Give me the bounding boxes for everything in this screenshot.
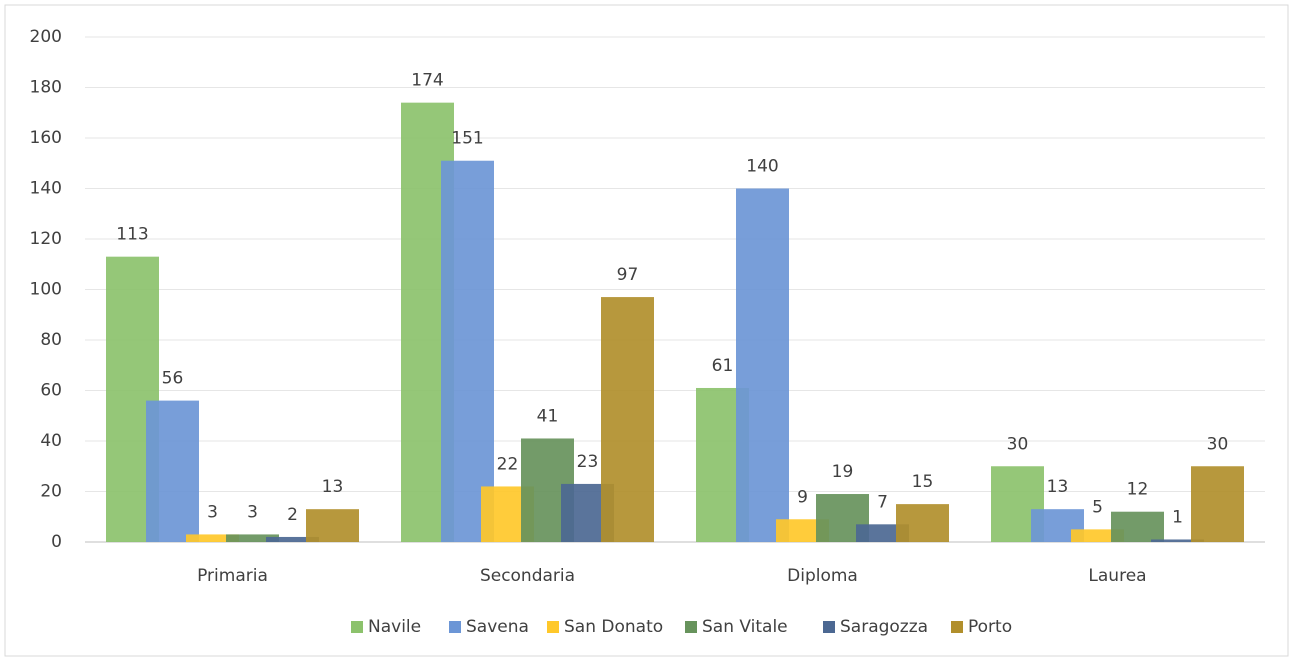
- data-label: 113: [116, 225, 148, 245]
- data-label: 151: [451, 129, 483, 149]
- bar: [266, 536, 319, 542]
- y-tick-label: 80: [40, 330, 62, 350]
- legend-label: Navile: [368, 617, 421, 637]
- data-label: 22: [497, 454, 519, 474]
- data-label: 3: [207, 502, 218, 522]
- y-tick-label: 20: [40, 482, 62, 502]
- legend-label: Saragozza: [840, 617, 928, 637]
- data-label: 30: [1207, 434, 1229, 454]
- legend-label: Porto: [968, 617, 1012, 637]
- data-label: 1: [1172, 507, 1183, 527]
- data-label: 2: [287, 505, 298, 525]
- y-tick-label: 40: [40, 431, 62, 451]
- bar: [736, 188, 789, 542]
- data-label: 12: [1127, 480, 1149, 500]
- bar: [306, 509, 359, 542]
- bar: [1111, 511, 1164, 542]
- y-tick-label: 60: [40, 381, 62, 401]
- y-tick-label: 120: [30, 229, 62, 249]
- data-label: 97: [617, 265, 639, 285]
- legend-swatch: [547, 621, 559, 633]
- legend-swatch: [449, 621, 461, 633]
- y-tick-label: 140: [30, 179, 62, 199]
- bar: [856, 524, 909, 542]
- x-tick-label: Primaria: [197, 566, 268, 586]
- y-tick-label: 100: [30, 280, 62, 300]
- legend-swatch: [685, 621, 697, 633]
- data-label: 5: [1092, 497, 1103, 517]
- x-tick-label: Secondaria: [480, 566, 575, 586]
- legend-label: San Vitale: [702, 617, 788, 637]
- legend-swatch: [951, 621, 963, 633]
- data-label: 3: [247, 502, 258, 522]
- y-tick-label: 0: [51, 532, 62, 552]
- data-label: 13: [1047, 477, 1069, 497]
- x-tick-label: Diploma: [787, 566, 858, 586]
- x-tick-label: Laurea: [1088, 566, 1146, 586]
- bar: [1151, 539, 1204, 542]
- data-label: 19: [832, 462, 854, 482]
- data-label: 15: [912, 472, 934, 492]
- y-tick-label: 180: [30, 78, 62, 98]
- bar: [776, 519, 829, 542]
- bar: [146, 400, 199, 542]
- data-label: 140: [746, 157, 778, 177]
- data-label: 30: [1007, 434, 1029, 454]
- data-label: 7: [877, 492, 888, 512]
- data-label: 61: [712, 356, 734, 376]
- legend-swatch: [351, 621, 363, 633]
- data-label: 41: [537, 406, 559, 426]
- bar: [226, 534, 279, 542]
- data-label: 174: [411, 71, 443, 91]
- bar: [1191, 466, 1244, 542]
- legend-label: Savena: [466, 617, 529, 637]
- legend-swatch: [823, 621, 835, 633]
- data-label: 56: [162, 369, 184, 389]
- legend-label: San Donato: [564, 617, 663, 637]
- bar: [186, 534, 239, 542]
- bar: [896, 504, 949, 542]
- data-label: 23: [577, 452, 599, 472]
- bar: [601, 297, 654, 542]
- y-tick-label: 160: [30, 128, 62, 148]
- bar: [1071, 529, 1124, 542]
- bar: [441, 160, 494, 542]
- data-label: 9: [797, 487, 808, 507]
- data-label: 13: [322, 477, 344, 497]
- y-tick-label: 200: [30, 27, 62, 47]
